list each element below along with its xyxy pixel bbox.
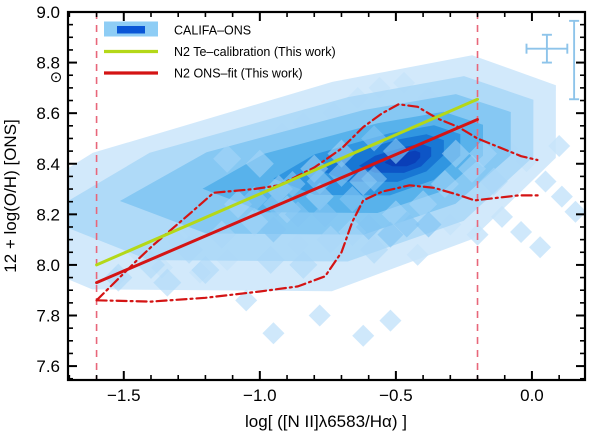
y-tick-label: 8.2 [36, 205, 60, 224]
x-tick-label: −0.5 [379, 386, 413, 405]
x-tick-label: −1.5 [107, 386, 141, 405]
series-califa-ons-lower-envelope [95, 184, 542, 303]
y-tick-label: 9.0 [36, 3, 60, 22]
scatter-error-bar [569, 19, 580, 101]
x-tick-label: 0.0 [520, 386, 544, 405]
density-contour-layer [68, 55, 585, 347]
x-axis-label: log[ ([N II]λ6583/Hα) ] [245, 412, 407, 431]
legend-entry[interactable]: N2 ONS–fit (This work) [104, 67, 303, 81]
envelope-contour-layer [95, 103, 542, 303]
solar-symbol: ⊙ [50, 69, 63, 86]
y-tick-labels: 7.6 7.8 8.0 8.2 8.4 8.6 8.8 9.0 [36, 3, 60, 376]
series-n2-ons-fit-this-work [95, 118, 479, 285]
error-bar-layer [525, 19, 580, 101]
x-tick-labels: −1.5 −1.0 −0.5 0.0 [107, 386, 544, 405]
plot-frame [66, 10, 587, 382]
x-tick-label: −1.0 [243, 386, 277, 405]
y-tick-label: 8.6 [36, 104, 60, 123]
y-tick-label: 8.0 [36, 256, 60, 275]
legend-label: CALIFA–ONS [174, 24, 251, 38]
y-tick-label: 7.6 [36, 357, 60, 376]
legend-entry[interactable]: N2 Te–calibration (This work) [104, 45, 336, 59]
typical-error-cross [525, 33, 569, 64]
series-califa-ons-upper-envelope [95, 103, 539, 302]
legend-swatch-inner [117, 26, 145, 34]
legend-label: N2 Te–calibration (This work) [174, 45, 336, 59]
y-tick-label: 7.8 [36, 307, 60, 326]
y-tick-label: 8.8 [36, 54, 60, 73]
legend-label: N2 ONS–fit (This work) [174, 67, 303, 81]
y-tick-label: 8.4 [36, 155, 60, 174]
fit-line-layer [95, 97, 479, 285]
axis-frame [66, 10, 587, 382]
legend-entry[interactable]: CALIFA–ONS [104, 21, 251, 38]
legend: CALIFA–ONS N2 Te–calibration (This work) N… [104, 21, 336, 81]
y-axis-label: 12 + log(O/H) [ONS] [1, 119, 20, 273]
reference-line-layer [95, 12, 479, 380]
series-n2-te-calibration-this-work [95, 97, 479, 267]
